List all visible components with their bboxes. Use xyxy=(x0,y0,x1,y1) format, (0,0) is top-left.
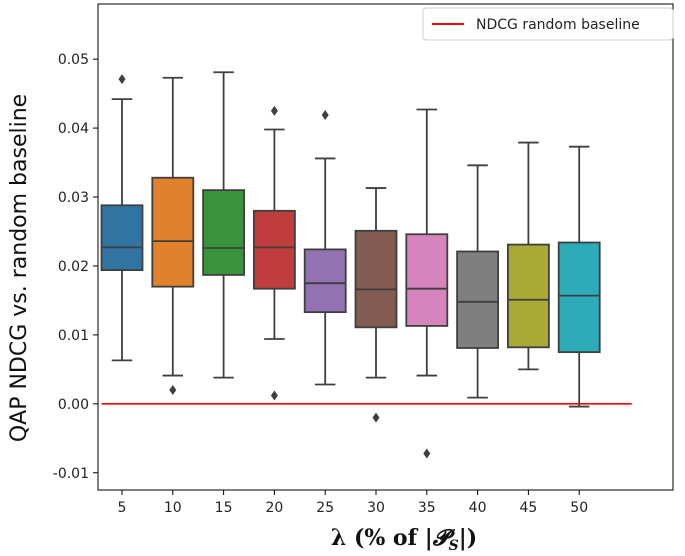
box-iqr xyxy=(506,243,550,349)
x-tick-label: 30 xyxy=(367,500,385,516)
box-10 xyxy=(151,76,195,396)
y-tick-label: 0.01 xyxy=(58,328,89,344)
x-tick-label: 45 xyxy=(519,500,537,516)
outlier-point xyxy=(270,105,278,116)
x-axis-label-end: |) xyxy=(459,525,477,551)
box-45 xyxy=(506,141,550,371)
outlier-point xyxy=(169,385,177,396)
box-iqr xyxy=(100,204,144,271)
outlier-point xyxy=(321,109,329,120)
legend-frame xyxy=(422,7,674,41)
x-tick-label: 20 xyxy=(265,500,283,516)
box-iqr xyxy=(354,229,398,329)
box-iqr xyxy=(151,176,195,288)
box-15 xyxy=(202,71,246,379)
x-tick-label: 50 xyxy=(570,500,588,516)
legend-baseline-label: NDCG random baseline xyxy=(476,17,640,33)
box-iqr xyxy=(252,209,296,290)
box-20 xyxy=(252,105,296,401)
box-layer xyxy=(100,71,601,459)
plot-frame xyxy=(97,3,674,491)
x-tick-label: 10 xyxy=(164,500,182,516)
box-50 xyxy=(557,145,601,408)
box-iqr xyxy=(557,241,601,354)
y-tick-label: 0.02 xyxy=(58,259,89,275)
box-40 xyxy=(456,164,500,399)
axis-layer: -0.01 0.00 0.01 0.02 0.03 0.04 0.05 5 10 15 20 25 30… xyxy=(53,3,674,516)
box-30 xyxy=(354,187,398,423)
x-tick-label: 35 xyxy=(418,500,436,516)
x-tick-label: 15 xyxy=(215,500,233,516)
outlier-point xyxy=(372,412,380,423)
box-35 xyxy=(405,108,449,459)
outlier-point xyxy=(423,448,431,459)
x-axis-label-main: λ (% of | xyxy=(331,525,433,551)
x-axis-label: λ (% of |𝓟S|) xyxy=(331,525,477,554)
box-25 xyxy=(303,109,347,386)
x-tick-label: 5 xyxy=(118,500,127,516)
x-axis-label-sub: S xyxy=(449,538,459,554)
outlier-point xyxy=(118,74,126,85)
y-tick-label: 0.05 xyxy=(58,52,89,68)
legend: NDCG random baseline xyxy=(422,7,674,41)
x-tick-label: 25 xyxy=(316,500,334,516)
y-tick-label: 0.03 xyxy=(58,190,89,206)
y-tick-label: 0.04 xyxy=(58,121,89,137)
x-tick-label: 40 xyxy=(469,500,487,516)
box-iqr xyxy=(303,248,347,314)
box-iqr xyxy=(456,250,500,349)
y-axis-label: QAP NDCG vs. random baseline xyxy=(7,94,32,442)
y-tick-label: 0.00 xyxy=(58,397,89,413)
y-tick-label: -0.01 xyxy=(53,466,89,482)
box-iqr xyxy=(202,189,246,276)
box-iqr xyxy=(405,233,449,327)
outlier-point xyxy=(270,390,278,401)
box-5 xyxy=(100,74,144,362)
